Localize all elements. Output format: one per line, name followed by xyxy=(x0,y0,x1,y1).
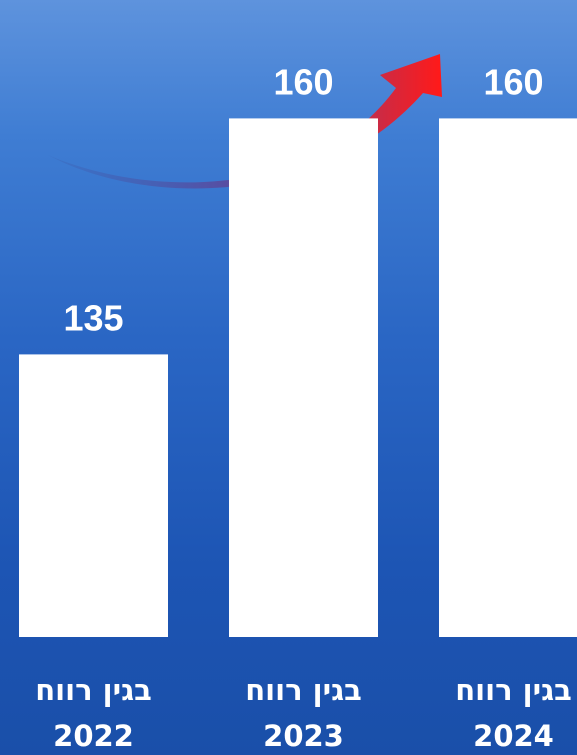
category-label-1-line-2: 2022 xyxy=(53,719,134,753)
category-label-3-line-2: 2024 xyxy=(473,719,554,753)
bar-2 xyxy=(229,118,378,637)
category-labels: בגין רווח 2022 בגין רווח 2023 בגין רווח 2024 xyxy=(35,673,572,753)
trend-arrow-icon xyxy=(48,54,442,189)
bar-value-label-3: 160 xyxy=(483,61,543,102)
bar-value-label-1: 135 xyxy=(63,297,123,338)
bar-1 xyxy=(19,354,168,637)
bar-value-label-2: 160 xyxy=(273,61,333,102)
category-label-1-line-1: בגין רווח xyxy=(35,673,152,707)
value-labels: 135 160 160 xyxy=(63,61,543,338)
category-label-3-line-1: בגין רווח xyxy=(455,673,572,707)
category-label-2-line-1: בגין רווח xyxy=(245,673,362,707)
bars xyxy=(19,118,577,637)
category-label-2-line-2: 2023 xyxy=(263,719,344,753)
bar-3 xyxy=(439,118,577,637)
